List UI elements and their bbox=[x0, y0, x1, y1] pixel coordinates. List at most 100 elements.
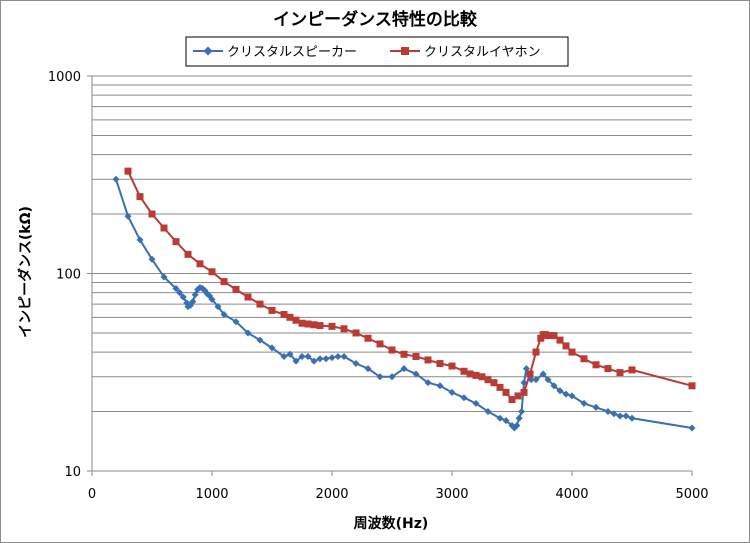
data-point bbox=[124, 167, 132, 175]
data-point bbox=[424, 356, 432, 364]
data-point bbox=[412, 352, 420, 360]
data-point bbox=[256, 336, 264, 344]
data-point bbox=[184, 250, 192, 258]
data-point bbox=[556, 387, 564, 395]
data-point bbox=[176, 289, 184, 297]
data-point bbox=[412, 370, 420, 378]
data-point bbox=[292, 316, 300, 324]
data-point bbox=[513, 421, 521, 429]
data-point bbox=[220, 311, 228, 319]
data-point bbox=[448, 388, 456, 396]
data-point bbox=[328, 322, 336, 330]
data-point bbox=[352, 360, 360, 368]
data-point bbox=[310, 321, 318, 329]
data-point bbox=[191, 291, 199, 299]
data-point bbox=[160, 273, 168, 281]
x-tick-label: 4000 bbox=[555, 487, 588, 502]
data-point bbox=[568, 348, 576, 356]
data-point bbox=[208, 295, 216, 303]
data-point bbox=[268, 344, 276, 352]
data-point bbox=[364, 334, 372, 342]
x-tick-label: 5000 bbox=[675, 487, 708, 502]
data-point bbox=[460, 367, 468, 375]
legend-box bbox=[185, 36, 569, 67]
data-point bbox=[244, 293, 252, 301]
data-point bbox=[580, 399, 588, 407]
data-point bbox=[502, 417, 510, 425]
data-point bbox=[352, 329, 360, 337]
data-point bbox=[286, 350, 294, 358]
data-point bbox=[160, 224, 168, 232]
data-point bbox=[688, 382, 696, 390]
data-point bbox=[496, 383, 504, 391]
data-point bbox=[537, 334, 545, 342]
data-point bbox=[610, 410, 618, 418]
series-1 bbox=[124, 167, 696, 404]
data-point bbox=[214, 303, 222, 311]
x-tick-label: 2000 bbox=[315, 487, 348, 502]
data-point bbox=[388, 373, 396, 381]
legend-marker-earphone bbox=[401, 47, 409, 55]
data-point bbox=[388, 346, 396, 354]
data-point bbox=[628, 414, 636, 422]
data-point bbox=[280, 311, 288, 319]
data-point bbox=[532, 348, 540, 356]
data-point bbox=[376, 373, 384, 381]
data-point bbox=[400, 365, 408, 373]
data-point bbox=[526, 370, 534, 378]
legend-label-earphone: クリスタルイヤホン bbox=[424, 45, 541, 60]
data-point bbox=[484, 408, 492, 416]
data-point bbox=[562, 390, 570, 398]
data-point bbox=[208, 268, 216, 276]
data-point bbox=[328, 354, 336, 362]
data-point bbox=[304, 352, 312, 360]
chart-legend: クリスタルスピーカー クリスタルイヤホン bbox=[185, 36, 569, 67]
data-point bbox=[539, 370, 547, 378]
data-point bbox=[616, 369, 624, 377]
data-point bbox=[340, 352, 348, 360]
data-point bbox=[189, 298, 197, 306]
data-point bbox=[518, 408, 526, 416]
data-point bbox=[256, 300, 264, 308]
data-point bbox=[334, 352, 342, 360]
chart-tick-labels: 0 1000 2000 3000 4000 5000 10 100 1000 bbox=[48, 70, 709, 502]
data-point bbox=[514, 392, 522, 400]
data-point bbox=[196, 260, 204, 268]
data-point bbox=[244, 329, 252, 337]
data-point bbox=[580, 355, 588, 363]
data-point bbox=[310, 357, 318, 365]
data-point bbox=[616, 412, 624, 420]
chart-grid bbox=[92, 75, 692, 413]
data-point bbox=[622, 412, 630, 420]
data-point bbox=[322, 355, 330, 363]
data-point bbox=[436, 360, 444, 368]
data-point bbox=[496, 414, 504, 422]
data-point bbox=[556, 336, 564, 344]
data-point bbox=[688, 424, 696, 432]
data-point bbox=[148, 210, 156, 218]
data-point bbox=[472, 371, 480, 379]
data-point bbox=[515, 414, 523, 422]
legend-marker-speaker bbox=[203, 46, 213, 56]
y-tick-label: 1000 bbox=[48, 70, 81, 85]
data-point bbox=[484, 376, 492, 384]
data-point bbox=[490, 379, 498, 387]
data-point bbox=[568, 392, 576, 400]
data-point bbox=[298, 352, 306, 360]
data-point bbox=[436, 382, 444, 390]
data-point bbox=[604, 365, 612, 373]
y-tick-label: 100 bbox=[56, 268, 81, 283]
data-point bbox=[136, 193, 144, 201]
y-axis-label: インピーダンス(kΩ) bbox=[17, 206, 34, 338]
data-point bbox=[292, 357, 300, 365]
data-point bbox=[592, 403, 600, 411]
data-point bbox=[316, 355, 324, 363]
data-point bbox=[124, 212, 132, 220]
data-point bbox=[472, 399, 480, 407]
data-point bbox=[376, 340, 384, 348]
data-point bbox=[232, 318, 240, 326]
data-point bbox=[502, 388, 510, 396]
data-point bbox=[550, 382, 558, 390]
